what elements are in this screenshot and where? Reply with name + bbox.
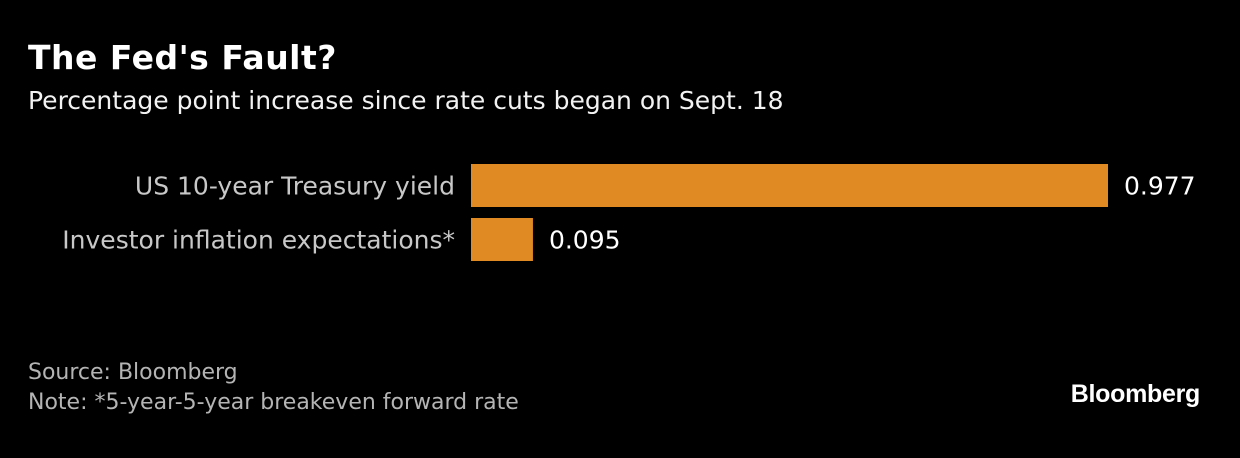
- bloomberg-logo: Bloomberg: [1070, 380, 1201, 408]
- chart-subtitle: Percentage point increase since rate cut…: [28, 86, 784, 115]
- bar: [471, 164, 1109, 207]
- chart-title: The Fed's Fault?: [28, 38, 337, 77]
- bar: [471, 218, 533, 261]
- value-label: 0.977: [1124, 172, 1196, 201]
- category-label: US 10-year Treasury yield: [135, 172, 455, 201]
- value-label: 0.095: [549, 226, 621, 255]
- bar-chart: US 10-year Treasury yield 0.977 Investor i…: [62, 164, 1196, 261]
- footnote: Note: *5-year-5-year breakeven forward r…: [28, 390, 519, 415]
- source-note: Source: Bloomberg: [28, 360, 238, 385]
- category-label: Investor inflation expectations*: [62, 226, 455, 255]
